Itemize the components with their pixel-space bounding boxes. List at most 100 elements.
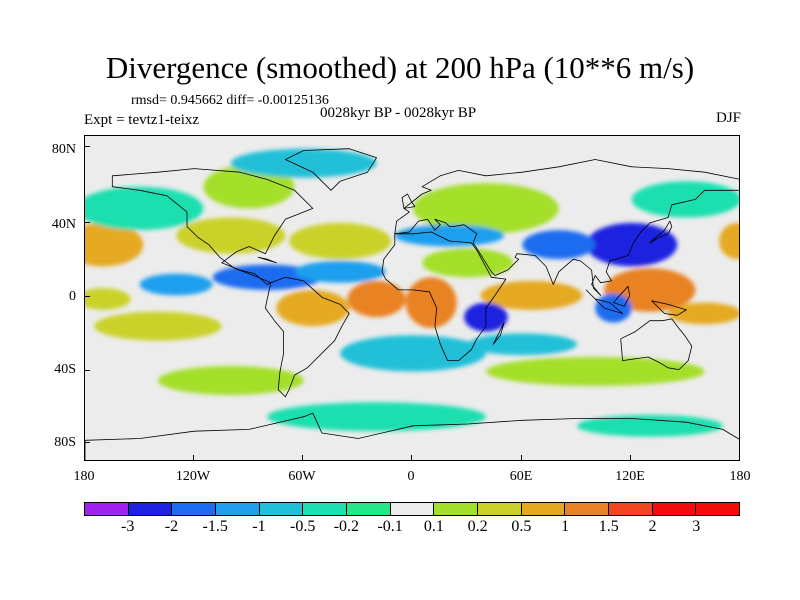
lon-label: 180: [729, 469, 751, 484]
divergence-map[interactable]: [84, 135, 740, 461]
coastline: [394, 159, 739, 296]
colorbar-swatch: [172, 503, 217, 515]
lat-tick-80n: [84, 146, 90, 147]
colorbar-swatch: [565, 503, 610, 515]
coastline: [111, 168, 314, 285]
colorbar-swatch: [696, 503, 740, 515]
lat-tick-80s: [84, 442, 90, 443]
field-blob: [139, 273, 213, 296]
coastline: [284, 148, 378, 191]
field-blob: [668, 302, 739, 325]
coastline: [613, 285, 631, 307]
lon-tick-60w: [302, 455, 303, 461]
field-blob: [267, 402, 486, 432]
colorbar-label: 0.2: [467, 518, 488, 535]
colorbar-label: -1: [252, 518, 266, 535]
field-blob: [631, 181, 739, 218]
lon-tick-120e: [630, 455, 631, 461]
colorbar-label: -0.5: [289, 518, 316, 535]
field-blob: [289, 222, 392, 260]
coastline: [620, 318, 693, 371]
lat-label: 0: [69, 289, 76, 304]
coastline: [651, 300, 687, 316]
lat-tick-40n: [84, 222, 90, 223]
field-blob: [85, 222, 144, 267]
colorbar-swatch: [347, 503, 391, 515]
field-blob: [394, 224, 505, 247]
lat-tick-0: [84, 296, 90, 297]
colorbar-swatch: [85, 503, 129, 515]
field-blob: [176, 217, 286, 254]
lon-tick-0: [411, 455, 412, 461]
field-blob: [485, 356, 705, 386]
lon-label: 0: [407, 469, 415, 484]
coastline: [257, 256, 277, 264]
colorbar-label: 3: [692, 518, 701, 535]
field-blob: [94, 311, 222, 341]
colorbar-label: -1.5: [202, 518, 228, 535]
field-blob: [230, 148, 377, 178]
lon-label: 60E: [509, 469, 533, 484]
colorbar: [84, 502, 740, 516]
lon-label: 120E: [615, 469, 645, 484]
map-canvas: [85, 148, 739, 460]
colorbar-label: 0.1: [423, 518, 444, 535]
lat-label: 80N: [51, 142, 76, 157]
coastline: [492, 322, 505, 345]
field-blob: [157, 366, 304, 395]
colorbar-swatch: [478, 503, 522, 515]
field-blob: [294, 260, 386, 283]
colorbar-label: 1.5: [598, 518, 619, 535]
field-blob: [719, 222, 739, 260]
field-blob: [212, 264, 322, 290]
colorbar-swatch: [259, 503, 304, 515]
colorbar-swatch: [521, 503, 566, 515]
lat-label: 40N: [51, 217, 76, 232]
field-blob: [85, 186, 204, 231]
colorbar-label: 1: [561, 518, 570, 535]
field-blob: [522, 230, 596, 260]
coastline: [649, 220, 673, 244]
rmsd-stats: rmsd= 0.945662 diff= -0.00125136: [131, 93, 329, 108]
field-blob: [85, 288, 131, 310]
colorbar-label: -3: [121, 518, 135, 535]
lon-label: 180: [73, 469, 95, 484]
field-blob: [480, 280, 583, 310]
coastlines: [85, 148, 739, 460]
lon-label: 120W: [175, 469, 211, 484]
lon-tick-60e: [521, 455, 522, 461]
lat-tick-40s: [84, 370, 90, 371]
colorbar-label: 2: [648, 518, 657, 535]
page-title: Divergence (smoothed) at 200 hPa (10**6 …: [105, 50, 695, 85]
season-label: DJF: [715, 110, 741, 126]
field-blob: [422, 248, 514, 278]
field-blob: [347, 280, 406, 318]
colorbar-swatch: [652, 503, 697, 515]
lon-label: 60W: [288, 469, 316, 484]
colorbar-label: -2: [164, 518, 179, 535]
field-blob: [577, 414, 723, 437]
coastline: [585, 289, 623, 314]
colorbar-swatch: [303, 503, 348, 515]
colorbar-swatch: [390, 503, 435, 515]
lat-label: 40S: [54, 362, 76, 377]
colorbar-swatch: [609, 503, 653, 515]
coastline: [264, 276, 350, 398]
field-blob: [595, 293, 632, 323]
field-blob: [586, 222, 678, 267]
colorbar-label: 0.5: [511, 518, 532, 535]
lat-label: 80S: [54, 435, 76, 450]
field-blob: [405, 277, 457, 328]
colorbar-swatch: [216, 503, 260, 515]
field-blob: [276, 289, 350, 327]
colorbar-label: -0.2: [333, 518, 360, 535]
coastline: [381, 231, 507, 362]
field-blob: [413, 183, 559, 234]
experiment-label: Expt = tevtz1-teixz: [84, 112, 200, 128]
colorbar-label: -0.1: [377, 518, 403, 535]
divergence-field: [85, 148, 739, 437]
colorbar-swatch: [434, 503, 479, 515]
period-subtitle: 0028kyr BP - 0028kyr BP: [320, 105, 477, 121]
coastline: [401, 193, 416, 209]
coastline: [85, 412, 739, 460]
